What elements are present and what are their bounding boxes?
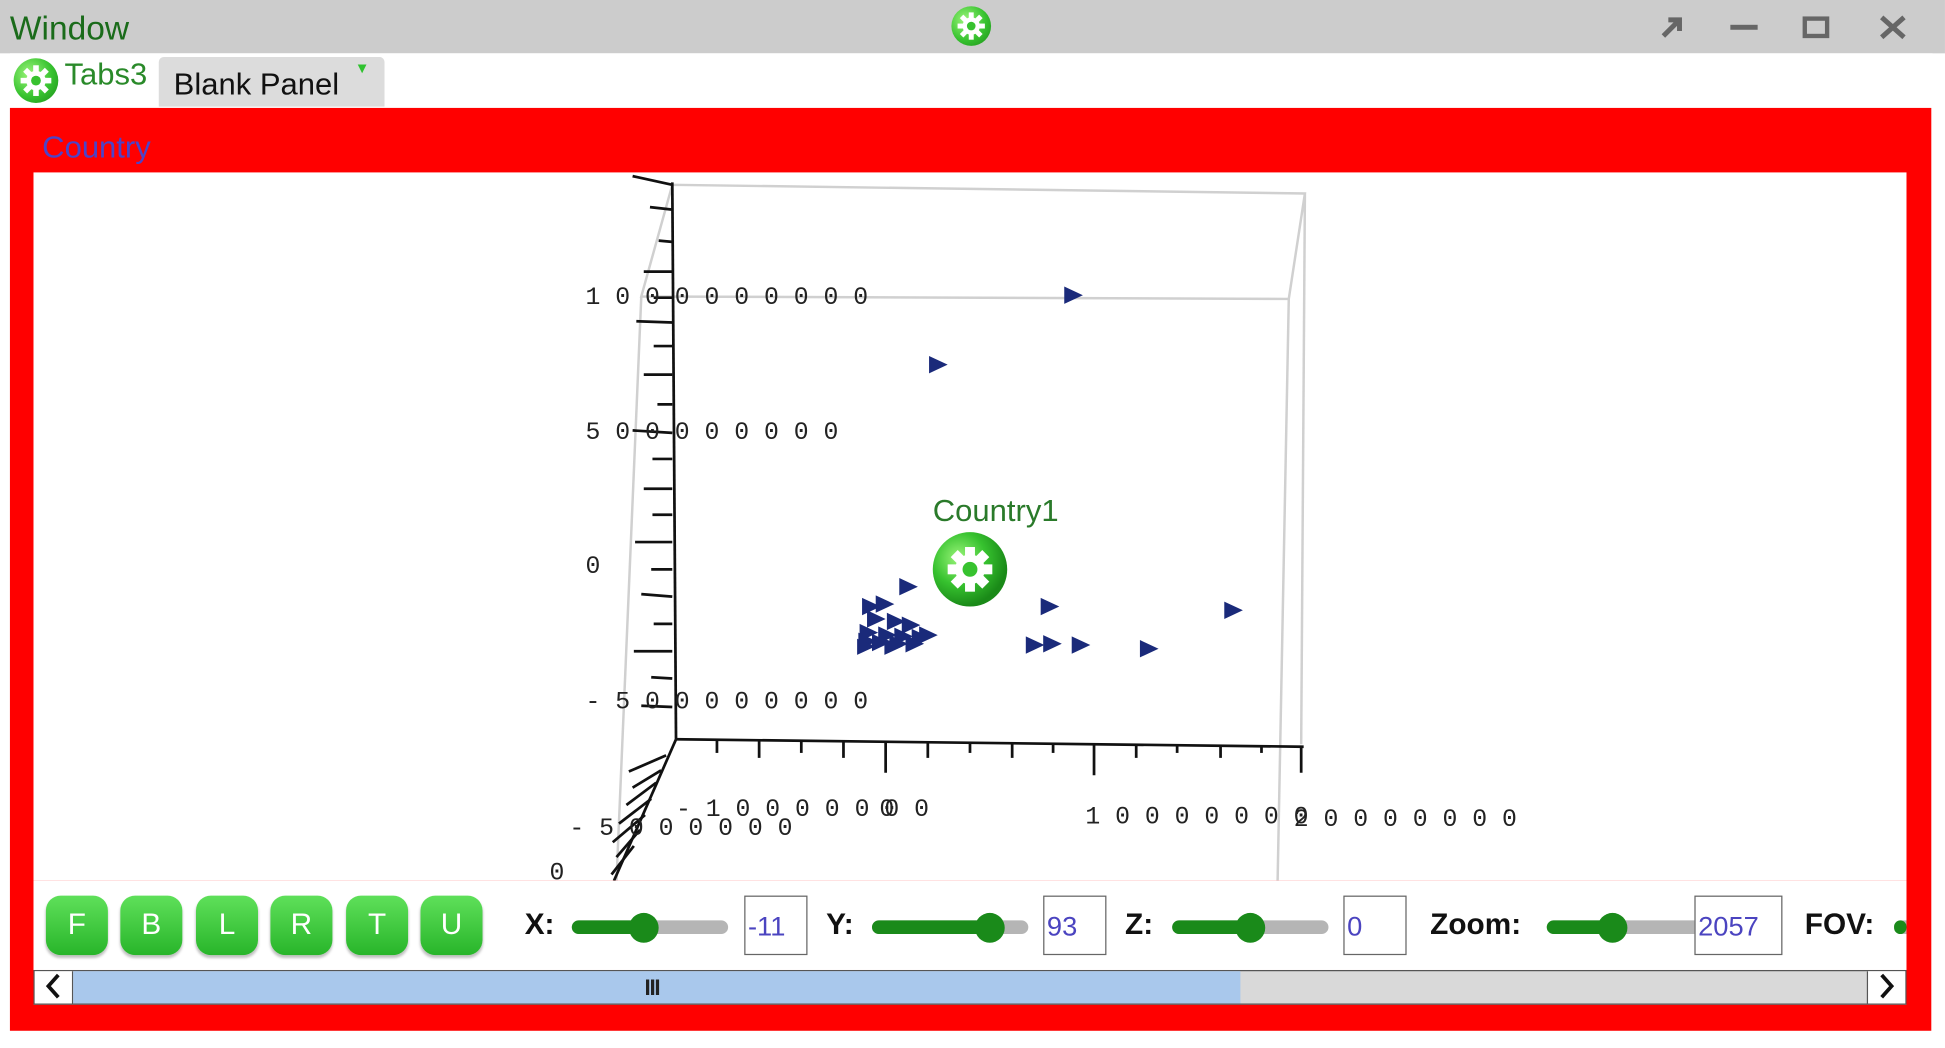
data-marker: [1224, 601, 1243, 619]
y-tick-label: 1 0 0 0 0 0 0 0 0 0: [585, 284, 868, 312]
tab-blank-panel[interactable]: Blank Panel ▼: [158, 57, 385, 107]
front-view-button[interactable]: F: [45, 895, 108, 956]
data-marker: [1025, 636, 1045, 654]
y-slider-knob[interactable]: [974, 912, 1005, 943]
node-label: Country1: [933, 493, 1059, 528]
node-gear-icon[interactable]: [932, 532, 1008, 607]
z-value-field[interactable]: 0: [1343, 895, 1407, 956]
tab-blank-panel-label: Blank Panel: [173, 66, 340, 102]
zoom-value-field[interactable]: 2057: [1694, 895, 1783, 956]
scroll-thumb[interactable]: III: [73, 971, 1241, 1004]
y-label: Y:: [826, 907, 854, 942]
data-marker: [1040, 597, 1060, 616]
data-marker: [875, 595, 895, 613]
tab-bar: Tabs3 Blank Panel ▼: [9, 53, 1933, 108]
x-value-field[interactable]: -11: [744, 895, 808, 956]
back-view-button[interactable]: B: [120, 895, 183, 956]
x-tick-label: 1 0 0 0 0 0 0 0: [1085, 804, 1308, 832]
data-marker: [1043, 635, 1062, 653]
data-marker: [1064, 286, 1083, 304]
data-marker: [884, 638, 904, 655]
fov-slider[interactable]: [1894, 920, 1907, 935]
3d-plot-area[interactable]: 1 0 0 0 0 0 0 0 0 0 5 0 0 0 0 0 0 0 0 0 …: [33, 172, 1907, 881]
tab-tabs3[interactable]: Tabs3: [64, 57, 148, 92]
y-axis: [632, 174, 678, 740]
x-tick-label: 0: [879, 796, 894, 824]
pop-out-icon[interactable]: [1651, 10, 1693, 45]
minimize-icon[interactable]: [1723, 10, 1765, 45]
data-marker: [1139, 640, 1159, 658]
window-titlebar: Window: [0, 0, 1945, 54]
close-icon[interactable]: [1872, 10, 1914, 45]
data-marker: [886, 612, 906, 631]
y-tick-label: 5 0 0 0 0 0 0 0 0: [585, 419, 838, 447]
maximize-icon[interactable]: [1795, 10, 1837, 45]
country-panel: Country: [9, 107, 1932, 1031]
tabs-settings-gear-icon[interactable]: [13, 58, 59, 103]
x-label: X:: [524, 907, 555, 942]
x-axis: [676, 737, 1304, 776]
y-tick-label: - 5 0 0 0 0 0 0 0 0: [585, 688, 868, 716]
plot-box-frame: [615, 183, 1307, 881]
data-marker: [929, 355, 948, 374]
scroll-grip: III: [644, 974, 661, 1000]
z-slider[interactable]: [1172, 912, 1329, 943]
y-value-field[interactable]: 93: [1043, 895, 1107, 956]
z-axis: [610, 738, 678, 881]
data-marker: [899, 578, 918, 596]
data-marker: [867, 610, 886, 628]
window-settings-gear-icon[interactable]: [951, 6, 992, 46]
z-label: Z:: [1125, 907, 1154, 942]
3d-plot-svg: 1 0 0 0 0 0 0 0 0 0 5 0 0 0 0 0 0 0 0 0 …: [549, 174, 1517, 881]
data-marker: [901, 616, 921, 634]
x-tick-label: 2 0 0 0 0 0 0 0: [1294, 806, 1517, 834]
data-marker: [1071, 636, 1091, 654]
y-tick-label: 0: [585, 553, 600, 581]
fov-label: FOV:: [1804, 907, 1875, 942]
top-view-button[interactable]: T: [346, 895, 409, 956]
data-marker: [905, 635, 925, 653]
x-tick-label: - 1 0 0 0 0 0 0 0: [676, 796, 929, 824]
scroll-left-button[interactable]: [34, 971, 74, 1004]
view-controls: F B L R T U X: -11 Y: 93 Z: 0 Zoom:: [33, 880, 1907, 970]
data-markers: [857, 286, 1243, 658]
data-marker: [857, 638, 876, 655]
z-slider-knob[interactable]: [1235, 912, 1266, 943]
y-slider[interactable]: [872, 912, 1029, 943]
z-tick-label: - 5 0 0 0 0 0 0: [569, 815, 792, 843]
zoom-slider-knob[interactable]: [1597, 912, 1628, 943]
data-marker: [919, 626, 938, 644]
right-view-button[interactable]: R: [270, 895, 333, 956]
horizontal-scrollbar[interactable]: III: [33, 969, 1907, 1005]
zoom-label: Zoom:: [1430, 907, 1522, 942]
data-marker: [872, 633, 891, 652]
under-view-button[interactable]: U: [420, 895, 483, 956]
left-view-button[interactable]: L: [195, 895, 259, 956]
data-marker: [862, 597, 881, 616]
x-slider[interactable]: [571, 912, 729, 943]
tab-dropdown-arrow-icon[interactable]: ▼: [354, 59, 370, 77]
scroll-right-button[interactable]: [1866, 971, 1906, 1004]
panel-title: Country: [42, 130, 151, 165]
window-title: Window: [9, 9, 130, 48]
z-tick-label: 0: [549, 859, 564, 880]
x-slider-knob[interactable]: [628, 912, 659, 943]
zoom-slider[interactable]: [1546, 912, 1704, 943]
